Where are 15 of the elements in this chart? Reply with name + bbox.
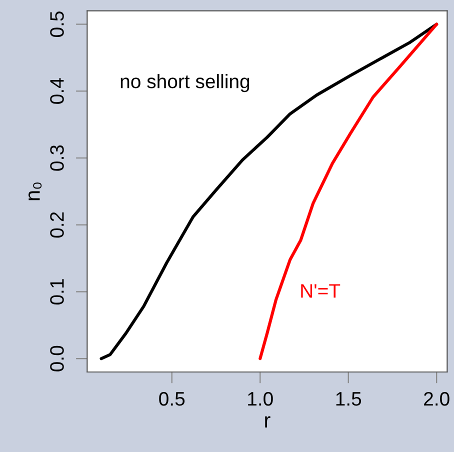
series-label: N'=T — [301, 284, 340, 298]
x-tick-label: 1.0 — [248, 392, 273, 406]
x-tick-label: 1.5 — [336, 392, 362, 406]
y-tick-label: 0.2 — [50, 212, 64, 238]
y-tick-label: 0.3 — [50, 145, 64, 171]
y-tick-label: 0.0 — [50, 346, 64, 372]
x-tick-label: 2.0 — [424, 392, 450, 406]
x-tick-label: 0.5 — [159, 392, 185, 406]
line-series — [258, 22, 438, 360]
x-axis-title: r — [265, 416, 270, 428]
y-tick-label: 0.5 — [50, 12, 64, 37]
text: no short selling — [120, 74, 250, 92]
y-axis-title: n₀ — [28, 182, 42, 200]
y-tick-label: 0.1 — [50, 279, 64, 304]
y-tick-label: 0.4 — [50, 78, 64, 104]
